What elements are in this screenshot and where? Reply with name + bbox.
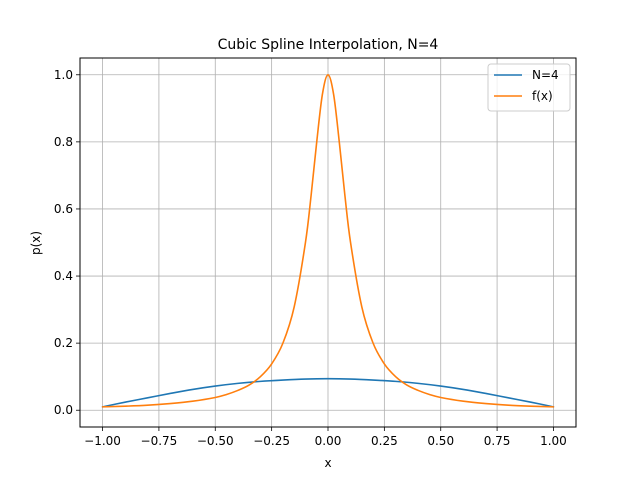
series-line-2 <box>101 73 555 408</box>
y-tick-label: 0.6 <box>54 202 73 216</box>
x-tick-label: 0.75 <box>484 434 511 448</box>
y-tick-label: 0.8 <box>54 135 73 149</box>
x-tick-label: −0.75 <box>141 434 178 448</box>
x-tick-label: 0.50 <box>427 434 454 448</box>
x-tick-label: −0.25 <box>253 434 290 448</box>
legend: N=4 f(x) <box>487 63 571 112</box>
y-axis: 0.0 0.2 0.4 0.6 0.8 1.0 <box>54 68 80 417</box>
x-axis: −1.00 −0.75 −0.50 −0.25 0.00 0.25 0.50 0.75 1.00 <box>84 427 567 448</box>
x-tick-label: 1.00 <box>540 434 567 448</box>
y-tick-label: 0.0 <box>54 403 73 417</box>
y-tick-label: 0.4 <box>54 269 73 283</box>
y-tick-label: 1.0 <box>54 68 73 82</box>
x-tick-label: −0.50 <box>197 434 234 448</box>
x-tick-label: 0.00 <box>315 434 342 448</box>
series-line-1 <box>101 377 555 408</box>
x-tick-label: 0.25 <box>371 434 398 448</box>
legend-label: N=4 <box>532 68 559 82</box>
y-axis-label: p(x) <box>29 231 43 255</box>
x-tick-label: −1.00 <box>84 434 121 448</box>
x-axis-label: x <box>324 456 331 470</box>
legend-label: f(x) <box>532 89 553 103</box>
chart-title: Cubic Spline Interpolation, N=4 <box>218 37 439 53</box>
series-layer <box>101 73 555 408</box>
y-tick-label: 0.2 <box>54 336 73 350</box>
